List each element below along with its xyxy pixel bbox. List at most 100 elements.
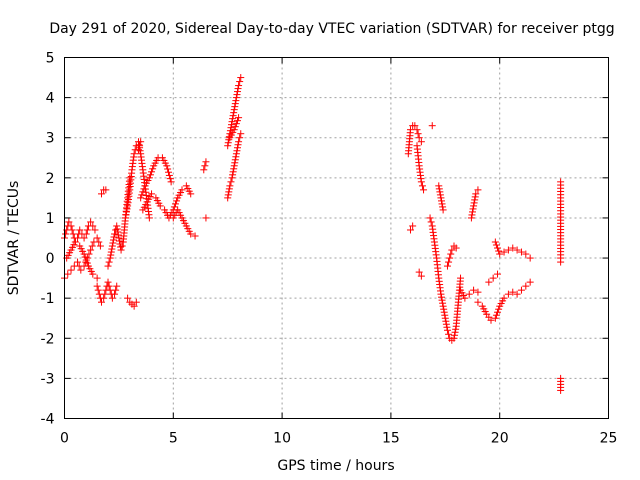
data-point [438,296,446,304]
data-point [200,166,208,174]
data-point [95,238,103,246]
data-point [112,286,120,294]
data-point [97,298,105,306]
y-tick-label: -1 [41,291,55,307]
data-point [448,246,456,254]
data-point [471,193,479,201]
data-point [435,182,443,190]
data-point [115,237,123,245]
data-point [77,266,85,274]
data-point [104,278,112,286]
data-point [82,230,90,238]
data-point [191,232,199,240]
y-tick-label: -4 [41,412,55,428]
data-point [228,121,236,129]
data-point [229,115,237,123]
data-point [522,250,530,258]
data-point [435,185,443,193]
data-point [113,222,121,230]
data-point [451,328,459,336]
data-point [108,245,116,253]
data-point [436,191,444,199]
data-point [428,122,436,130]
data-point [82,256,90,264]
data-point [235,114,243,122]
data-point [170,203,178,211]
data-point [88,242,96,250]
data-point [494,308,502,316]
data-point [80,234,88,242]
data-point [471,196,479,204]
data-point [235,138,243,146]
data-point [156,202,164,210]
data-point [409,222,417,230]
data-point [426,214,434,222]
data-point [231,100,239,108]
data-point [236,134,244,142]
data-point [474,288,482,296]
data-points [61,74,565,394]
data-point [228,118,236,126]
data-point [440,308,448,316]
data-point [504,290,512,298]
data-point [145,174,153,182]
data-point [146,171,154,179]
data-point [87,246,95,254]
data-point [121,214,129,222]
data-point [439,206,447,214]
data-point [163,162,171,170]
data-point [89,270,97,278]
data-point [165,168,173,176]
data-point [83,259,91,267]
data-point [233,144,241,152]
data-point [139,188,147,196]
data-point [130,150,138,158]
data-point [437,293,445,301]
data-point [167,178,175,186]
data-point [526,278,534,286]
data-point [164,165,172,173]
y-tick-label: -3 [41,371,55,387]
data-point [131,146,139,154]
data-point [62,230,70,238]
data-point [230,109,238,117]
data-point [231,156,239,164]
data-point [411,122,419,130]
data-point [94,286,102,294]
data-point [500,294,508,302]
data-point [468,211,476,219]
data-point [495,305,503,313]
data-point [417,138,425,146]
data-point [233,91,241,99]
data-point [232,153,240,161]
data-point [123,205,131,213]
data-point [97,190,105,198]
data-point [166,175,174,183]
y-tick-labels: -4 -3 -2 -1 0 1 2 3 4 5 [41,51,55,428]
data-point [109,236,117,244]
data-point [415,268,423,276]
data-point [232,150,240,158]
data-point [470,199,478,207]
data-point [441,311,449,319]
data-point [234,141,242,149]
data-point [440,305,448,313]
data-point [115,234,123,242]
data-point [123,208,131,216]
data-point [225,185,233,193]
data-point [233,117,241,125]
data-point [64,270,72,278]
data-point [517,248,525,256]
data-point [235,82,243,90]
data-point [517,286,525,294]
data-point [470,202,478,210]
data-point [145,214,153,222]
data-point [491,314,499,322]
data-point [93,274,101,282]
data-point [469,205,477,213]
data-point [437,194,445,202]
data-point [415,134,423,142]
data-point [234,85,242,93]
data-point [165,171,173,179]
data-point [445,258,453,266]
